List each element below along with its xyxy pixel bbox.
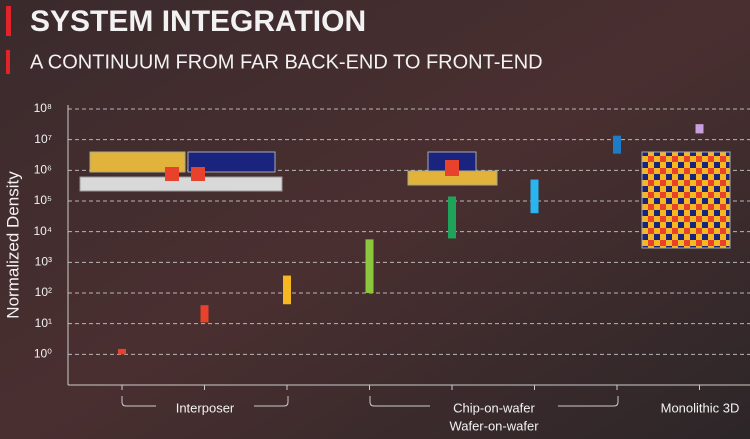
block <box>89 151 186 173</box>
y-tick-label: 10² <box>35 285 52 299</box>
bracket <box>121 396 619 407</box>
subtitle: A CONTINUUM FROM FAR BACK-END TO FRONT-E… <box>30 51 543 73</box>
group-label: Chip-on-wafer <box>453 400 535 415</box>
group-label: Interposer <box>176 400 235 415</box>
range-bar <box>613 135 621 154</box>
accent-bar <box>6 6 11 36</box>
group-label: Monolithic 3D <box>661 400 740 415</box>
group-label: Wafer-on-wafer <box>449 418 539 433</box>
illustrations <box>79 151 731 407</box>
y-tick-label: 10⁴ <box>33 224 52 238</box>
y-tick-label: 10⁰ <box>34 347 52 361</box>
block <box>165 167 179 181</box>
plot: 10⁰ 10¹ 10² 10³ 10⁴ 10⁵ 10⁶ 10⁷ 10⁸ <box>33 101 750 390</box>
block <box>445 160 459 176</box>
y-tick-label: 10⁵ <box>34 193 52 207</box>
y-tick-label: 10⁸ <box>34 101 52 115</box>
range-bar <box>530 179 539 214</box>
range-bar <box>118 348 126 355</box>
title: SYSTEM INTEGRATION <box>30 5 366 38</box>
y-tick-label: 10³ <box>35 255 52 269</box>
range-bar <box>283 275 291 305</box>
block <box>79 176 283 192</box>
y-axis-label: Normalized Density <box>3 171 22 319</box>
range-bar <box>695 124 704 134</box>
y-tick-label: 10⁷ <box>34 132 52 146</box>
block <box>187 151 276 173</box>
accent-bar <box>6 50 10 74</box>
y-tick-label: 10⁶ <box>34 163 52 177</box>
block <box>191 167 205 181</box>
y-tick-label: 10¹ <box>35 316 52 330</box>
range-bar <box>448 196 456 239</box>
range-bar <box>365 239 374 293</box>
range-bar <box>200 305 209 323</box>
block <box>641 151 731 249</box>
